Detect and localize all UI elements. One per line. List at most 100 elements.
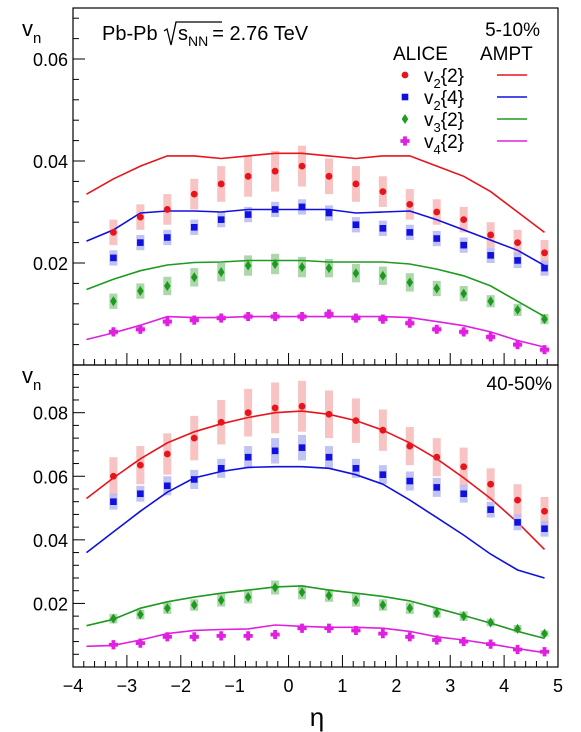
- bottom-v2{4}-point: [433, 484, 441, 491]
- bottom-v2{2}-point: [379, 426, 387, 434]
- y-tick-label: 0.06: [33, 467, 68, 487]
- x-tick-label: −1: [224, 676, 245, 696]
- bottom-v2{4}-point: [110, 498, 117, 505]
- bottom-v4{2}-point: [486, 639, 496, 649]
- top-v2{2}-point: [110, 229, 117, 236]
- top-v2{2}-ampt-line: [86, 152, 545, 234]
- top-v2{2}-point: [136, 213, 144, 221]
- bottom-plot-area: [86, 380, 550, 657]
- bottom-v2{2}-point: [271, 404, 279, 412]
- bottom-v2{2}-point: [541, 507, 548, 515]
- bottom-v4{2}-point: [162, 632, 172, 642]
- top-v4{2}-point: [351, 313, 361, 323]
- bottom-v3{2}-point: [137, 609, 144, 620]
- bottom-v3{2}-point: [271, 582, 279, 593]
- top-v2{2}-point: [271, 167, 279, 175]
- top-v4{2}-point: [405, 318, 415, 328]
- top-v3{2}-point: [271, 259, 279, 270]
- bottom-v4{2}-point: [108, 640, 119, 650]
- bottom-v2{4}-point: [298, 444, 306, 451]
- top-v2{4}-point: [271, 206, 279, 213]
- bottom-v2{2}-point: [298, 402, 306, 410]
- top-v4{2}-point: [459, 327, 469, 337]
- bottom-v4{2}-point: [539, 647, 550, 657]
- top-v2{2}-point: [217, 180, 225, 188]
- bottom-v4{2}-point: [378, 629, 388, 639]
- top-v2{2}-point: [406, 200, 414, 208]
- top-y-axis: 0.02 0.04 0.06: [33, 17, 559, 366]
- top-v4{2}-point: [539, 345, 550, 355]
- bottom-v3{2}-point: [110, 613, 117, 624]
- bottom-centrality-label: 40-50%: [487, 374, 553, 395]
- top-v2{4}-point: [352, 221, 360, 229]
- bottom-v2{4}-point: [137, 490, 144, 498]
- bottom-panel-frame: [72, 364, 559, 668]
- bottom-v2{4}-point: [352, 465, 360, 472]
- bottom-v2{2}-point: [217, 418, 225, 426]
- bottom-v3{2}-point: [514, 623, 521, 634]
- x-tick-label: −2: [171, 676, 192, 696]
- top-v2{2}-point: [244, 172, 252, 180]
- bottom-v3{2}-point: [460, 611, 467, 622]
- bottom-v2{4}-point: [487, 506, 494, 513]
- top-v2{2}-point: [190, 190, 198, 198]
- bottom-v2{2}-point: [433, 453, 441, 461]
- svg-text:sNN= 2.76 TeV: sNN = 2.76 TeV: [178, 23, 309, 49]
- bottom-v2{2}-point: [163, 450, 171, 458]
- top-v2{2}-point: [460, 216, 468, 224]
- top-v2{4}-point: [244, 211, 252, 218]
- x-tick-label: 2: [391, 676, 401, 696]
- bottom-v2{2}-point: [244, 409, 252, 417]
- x-axis: −4 −3 −2 −1 0 1 2 3 4 5: [63, 676, 563, 696]
- top-v3{2}-point: [541, 314, 548, 325]
- x-tick-label: 1: [337, 676, 347, 696]
- legend-label: v2{4}: [424, 88, 464, 113]
- bottom-v4{2}-point: [324, 623, 334, 633]
- bottom-v2{2}-point: [325, 410, 333, 418]
- bottom-v4{2}-point: [432, 635, 442, 645]
- y-tick-label: 0.02: [33, 594, 68, 614]
- legend: ALICE AMPT v2{2}v2{4}v3{2}v4{2}: [393, 44, 533, 157]
- bottom-v2{4}-point: [460, 490, 467, 498]
- x-tick-label: 5: [553, 676, 563, 696]
- x-axis-label: η: [310, 702, 324, 732]
- top-v3{2}-point: [298, 262, 306, 273]
- y-tick-label: 0.04: [33, 152, 68, 172]
- top-v4{2}-point: [432, 324, 442, 334]
- y-tick-label: 0.04: [33, 531, 68, 551]
- bottom-v4{2}-point: [405, 632, 415, 642]
- bottom-v3{2}-point: [298, 587, 306, 598]
- bottom-v2{4}-point: [244, 453, 252, 461]
- bottom-v3{2}-point: [406, 603, 414, 614]
- sqrt-sign: [163, 21, 222, 46]
- top-v2{2}-point: [514, 239, 521, 247]
- top-v4{2}-point: [108, 327, 119, 337]
- top-v4{2}-point: [189, 315, 199, 325]
- bottom-v2{4}-point: [379, 471, 387, 478]
- bottom-v2{2}-point: [460, 463, 468, 471]
- system-text: Pb-Pb: [102, 23, 158, 45]
- bottom-y-axis-label: vn: [22, 363, 41, 394]
- bottom-v2{2}-ampt-line: [86, 410, 546, 550]
- svg-text:Pb-Pb: Pb-Pb: [102, 23, 158, 45]
- bottom-v4{2}-point: [351, 625, 361, 636]
- top-v3{2}-point: [190, 272, 198, 283]
- x-tick-label: 4: [499, 676, 509, 696]
- top-v3{2}-point: [433, 283, 441, 294]
- bottom-v2{2}-point: [406, 442, 414, 450]
- bottom-v2{2}-point: [487, 480, 495, 488]
- top-v3{2}-point: [110, 296, 117, 307]
- top-v2{2}-point: [325, 172, 333, 180]
- top-v3{2}-point: [217, 267, 225, 278]
- bottom-v2{4}-point: [271, 447, 279, 455]
- top-v3{2}-point: [460, 288, 467, 299]
- top-v2{4}-point: [460, 241, 467, 249]
- top-v3{2}-point: [164, 280, 171, 291]
- legend-marker: [401, 114, 409, 124]
- bottom-v4{2}-point: [243, 631, 253, 641]
- y-tick-label: 0.06: [33, 50, 68, 70]
- bottom-v2{4}-point: [190, 476, 198, 483]
- top-v4{2}-point: [297, 311, 307, 322]
- top-v2{4}-point: [541, 264, 548, 272]
